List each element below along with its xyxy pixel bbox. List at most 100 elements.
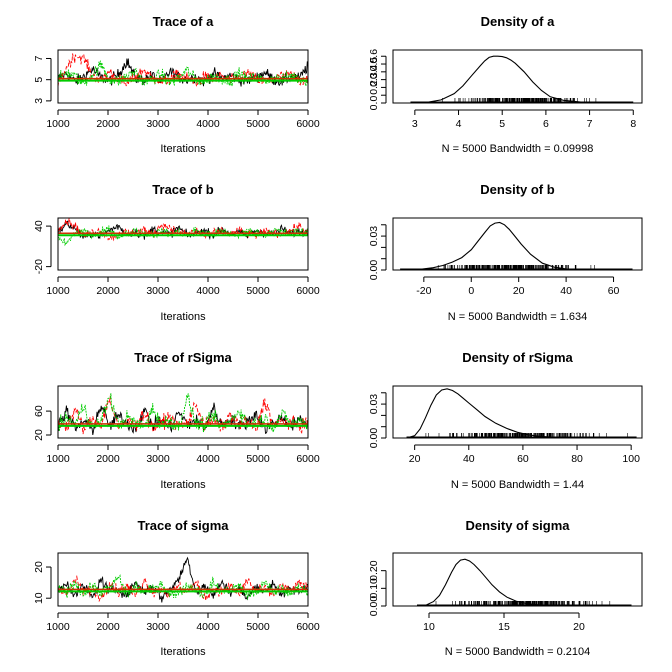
- trace-series-line: [58, 395, 308, 435]
- plot-frame: [392, 385, 643, 439]
- trace-series-line: [58, 574, 308, 600]
- trace-series-line: [58, 393, 308, 433]
- x-tick-label: 5: [499, 118, 505, 130]
- x-tick-label: 2000: [96, 285, 120, 297]
- y-tick-label: 20: [33, 429, 45, 441]
- density-curve: [400, 221, 633, 270]
- y-tick-label: 20: [33, 561, 45, 573]
- y-tick-label: 0.03: [368, 394, 380, 415]
- y-tick-label: 5: [33, 77, 45, 83]
- x-tick-label: 4000: [196, 285, 220, 297]
- x-axis-label: Iterations: [160, 311, 206, 323]
- x-tick-label: 6000: [296, 285, 320, 297]
- panel-1: Density of a N = 5000 Bandwidth = 0.09998…: [368, 14, 643, 155]
- x-tick-label: 15: [498, 621, 510, 633]
- plot-area: [58, 393, 308, 435]
- x-tick-label: 3000: [146, 453, 170, 465]
- plot-frame: [57, 49, 309, 104]
- x-tick-label: 60: [517, 453, 529, 465]
- x-tick-label: 20: [573, 621, 585, 633]
- x-tick-label: 4: [456, 118, 462, 130]
- x-axis-label: N = 5000 Bandwidth = 1.634: [448, 311, 587, 323]
- y-tick-label: 10: [33, 592, 45, 604]
- panel-3: Density of b N = 5000 Bandwidth = 1.634 -2…: [368, 182, 643, 323]
- rug-marks: [425, 433, 628, 437]
- panel-title: Trace of rSigma: [134, 350, 232, 365]
- plot-area: [58, 556, 308, 603]
- trace-series-line: [58, 58, 308, 87]
- x-axis-label: N = 5000 Bandwidth = 0.09998: [442, 143, 594, 155]
- x-tick-label: 10: [423, 621, 435, 633]
- x-tick-label: 8: [630, 118, 636, 130]
- x-tick-label: 6000: [296, 453, 320, 465]
- y-tick-label: 0.00: [368, 596, 380, 617]
- y-tick-label: 7: [33, 55, 45, 61]
- x-tick-label: 2000: [96, 621, 120, 633]
- trace-series-line: [58, 218, 308, 242]
- x-tick-label: 3000: [146, 621, 170, 633]
- panel-title: Density of a: [481, 14, 555, 29]
- rug-marks: [442, 98, 597, 102]
- plot-area: [406, 388, 637, 438]
- x-tick-label: 4000: [196, 621, 220, 633]
- y-tick-label: 0.20: [368, 560, 380, 581]
- plot-frame: [57, 385, 309, 439]
- panel-title: Trace of b: [152, 182, 213, 197]
- x-tick-label: 60: [608, 285, 620, 297]
- y-tick-label: 0.00: [368, 428, 380, 449]
- y-tick-label: 0.6: [368, 49, 380, 64]
- plot-area: [58, 53, 308, 89]
- y-tick-label: 0.5: [368, 57, 380, 72]
- x-tick-label: 2000: [96, 453, 120, 465]
- x-tick-label: 3000: [146, 285, 170, 297]
- x-tick-label: 40: [463, 453, 475, 465]
- x-tick-label: 5000: [246, 621, 270, 633]
- plot-area: [416, 558, 632, 606]
- x-tick-label: 4000: [196, 453, 220, 465]
- x-tick-label: 2000: [96, 118, 120, 130]
- x-tick-label: 1000: [46, 118, 70, 130]
- trace-series-line: [58, 220, 308, 241]
- plot-frame: [57, 552, 309, 607]
- x-tick-label: 5000: [246, 118, 270, 130]
- plot-frame: [392, 217, 643, 271]
- plot-frame: [392, 552, 643, 607]
- plot-area: [58, 218, 308, 247]
- panel-title: Trace of a: [153, 14, 214, 29]
- x-tick-label: 6000: [296, 621, 320, 633]
- panel-2: Trace of b Iterations 1000 2000 3000 4000 5000…: [33, 182, 320, 323]
- density-curve: [406, 388, 637, 438]
- x-tick-label: 6: [543, 118, 549, 130]
- x-tick-label: 40: [560, 285, 572, 297]
- y-tick-label: 3: [33, 98, 45, 104]
- x-tick-label: 7: [587, 118, 593, 130]
- y-tick-label: 40: [33, 220, 45, 232]
- y-tick-label: 0.2: [368, 80, 380, 95]
- panel-5: Density of rSigma N = 5000 Bandwidth = 1.…: [368, 350, 643, 491]
- y-tick-label: -20: [33, 259, 45, 274]
- x-axis-label: Iterations: [160, 646, 206, 658]
- panel-7: Density of sigma N = 5000 Bandwidth = 0.2…: [368, 518, 643, 658]
- x-tick-label: -20: [416, 285, 431, 297]
- x-tick-label: 1000: [46, 453, 70, 465]
- x-tick-label: 80: [571, 453, 583, 465]
- y-tick-label: 0.03: [368, 226, 380, 247]
- rug-marks: [435, 601, 611, 605]
- panel-title: Density of rSigma: [462, 350, 573, 365]
- x-tick-label: 1000: [46, 621, 70, 633]
- y-tick-label: 0.0: [368, 96, 380, 111]
- trace-series-line: [58, 60, 308, 87]
- panel-title: Trace of sigma: [137, 518, 229, 533]
- rug-marks: [437, 265, 595, 269]
- panel-title: Density of sigma: [465, 518, 570, 533]
- x-tick-label: 3000: [146, 118, 170, 130]
- panel-6: Trace of sigma Iterations 1000 2000 3000 4000…: [33, 518, 320, 658]
- x-tick-label: 20: [409, 453, 421, 465]
- x-tick-label: 100: [622, 453, 640, 465]
- plot-area: [410, 55, 634, 103]
- x-tick-label: 20: [513, 285, 525, 297]
- x-tick-label: 5000: [246, 285, 270, 297]
- x-axis-label: N = 5000 Bandwidth = 1.44: [451, 479, 584, 491]
- panel-0: Trace of a Iterations 1000 2000 3000 4000 5000…: [33, 14, 320, 155]
